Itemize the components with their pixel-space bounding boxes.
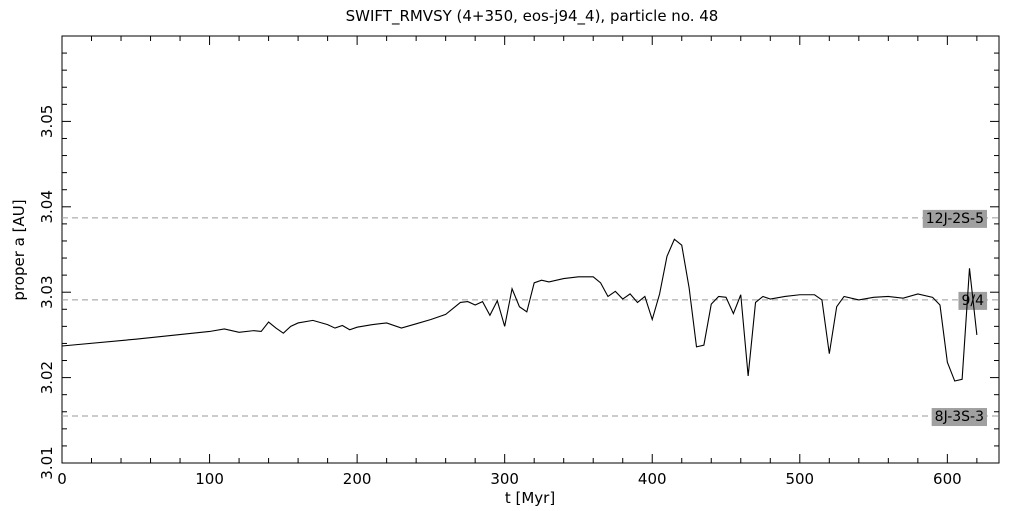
x-tick-label: 100 bbox=[195, 470, 224, 488]
y-tick-label: 3.04 bbox=[38, 190, 56, 223]
y-tick-label: 3.05 bbox=[38, 105, 56, 138]
x-tick-label: 400 bbox=[638, 470, 667, 488]
y-tick-label: 3.03 bbox=[38, 275, 56, 308]
resonance-label: 8J-3S-3 bbox=[935, 409, 984, 425]
x-tick-label: 200 bbox=[343, 470, 372, 488]
resonance-label-box bbox=[931, 408, 987, 427]
plot-frame bbox=[61, 35, 1000, 464]
x-tick-label: 300 bbox=[490, 470, 519, 488]
y-tick-label: 3.01 bbox=[38, 446, 56, 479]
y-tick-label: 3.02 bbox=[38, 361, 56, 394]
x-axis: 0 100 200 300 400 500 600 bbox=[57, 36, 978, 488]
resonance-label-box bbox=[922, 209, 987, 228]
x-tick-label: 500 bbox=[785, 470, 814, 488]
series-line bbox=[61, 238, 978, 382]
resonance-lines: 12J-2S-59/48J-3S-3 bbox=[62, 209, 999, 427]
x-tick-label: 0 bbox=[57, 470, 67, 488]
y-axis: 3.01 3.02 3.03 3.04 3.05 bbox=[38, 35, 999, 480]
x-axis-label: t [Myr] bbox=[505, 489, 555, 507]
y-axis-label: proper a [AU] bbox=[10, 199, 28, 300]
chart-title: SWIFT_RMVSY (4+350, eos-j94_4), particle… bbox=[346, 7, 719, 26]
resonance-label: 12J-2S-5 bbox=[926, 211, 984, 227]
x-tick-label: 600 bbox=[933, 470, 962, 488]
